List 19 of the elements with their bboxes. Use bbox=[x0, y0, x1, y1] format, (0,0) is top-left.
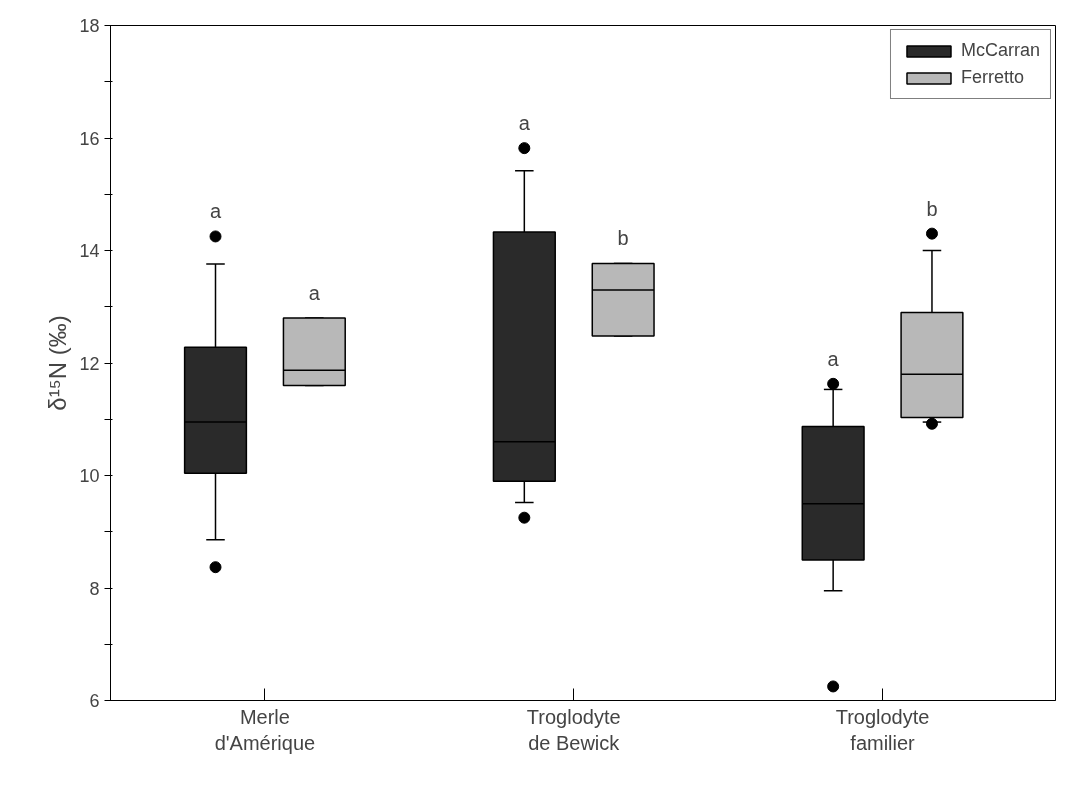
legend-label: McCarran bbox=[960, 40, 1040, 61]
x-tick-label: Troglodyte familier bbox=[835, 705, 930, 754]
y-tick-label: 6 bbox=[89, 691, 100, 711]
y-tick-label: 14 bbox=[79, 241, 100, 261]
y-tick-label: 16 bbox=[79, 128, 100, 149]
annotation: a bbox=[209, 200, 222, 223]
annotation: a bbox=[827, 347, 840, 370]
y-tick-label: 18 bbox=[79, 16, 100, 36]
x-tick-label: Troglodyte de Bewick bbox=[526, 705, 621, 754]
annotation: b bbox=[926, 197, 938, 220]
x-tick-label: Merle d'Amérique bbox=[214, 705, 316, 754]
annotation: a bbox=[518, 112, 531, 135]
y-tick-label: 8 bbox=[89, 578, 100, 599]
y-axis-title: δ¹⁵N (‰) bbox=[44, 315, 72, 411]
annotation: b bbox=[617, 227, 629, 250]
y-tick-label: 12 bbox=[79, 353, 100, 374]
legend-label: Ferretto bbox=[960, 67, 1025, 88]
y-tick-label: 10 bbox=[79, 466, 100, 486]
annotation: a bbox=[308, 282, 321, 304]
